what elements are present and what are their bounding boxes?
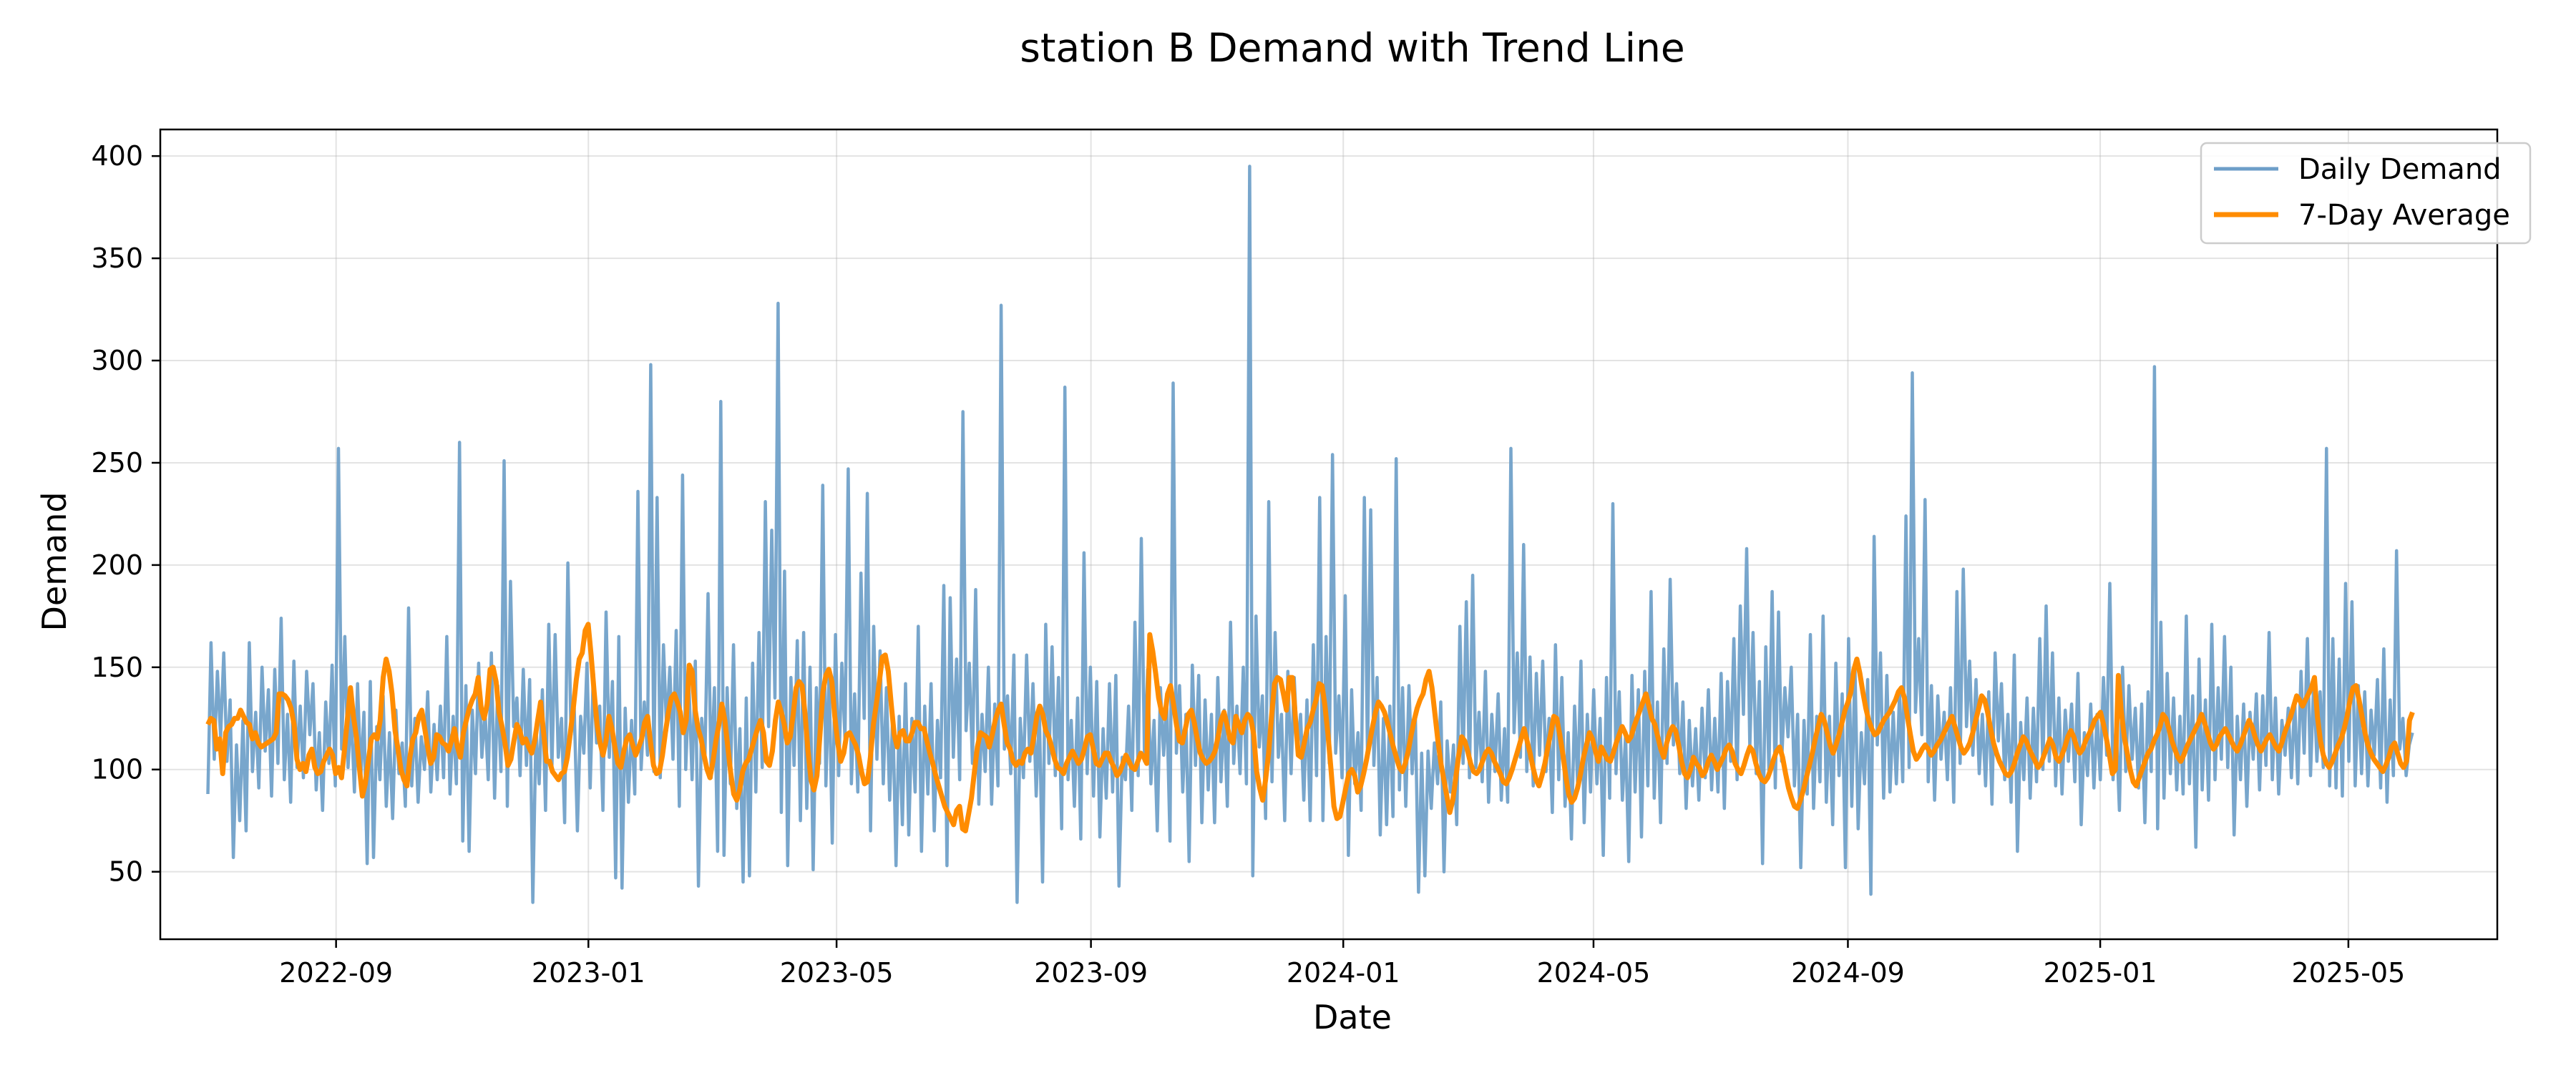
y-axis: 50 100 150 200 250 300 350 400	[91, 140, 160, 888]
y-tick-label: 150	[91, 652, 143, 683]
plot-area	[205, 165, 2415, 904]
x-tick-label: 2024-01	[1287, 957, 1400, 989]
x-tick-label: 2024-05	[1537, 957, 1651, 989]
y-tick-label: 250	[91, 447, 143, 479]
legend: Daily Demand 7-Day Average	[2200, 142, 2532, 245]
x-axis-label: Date	[1313, 998, 1392, 1037]
y-tick-label: 300	[91, 345, 143, 376]
series-line-7-day-average	[205, 622, 2415, 833]
x-tick-label: 2023-05	[780, 957, 894, 989]
legend-box	[2200, 142, 2532, 245]
legend-label-daily-demand: Daily Demand	[2298, 153, 2502, 186]
x-tick-label: 2023-09	[1034, 957, 1148, 989]
plot-frame	[159, 128, 2499, 941]
chart-title: station B Demand with Trend Line	[1020, 25, 1685, 71]
x-tick-label: 2025-05	[2292, 957, 2406, 989]
series-line-daily-demand	[206, 165, 2414, 904]
x-tick-label: 2023-01	[532, 957, 645, 989]
grid	[160, 129, 2497, 939]
y-tick-label: 350	[91, 242, 143, 274]
y-tick-label: 200	[91, 549, 143, 581]
x-tick-label: 2025-01	[2044, 957, 2157, 989]
y-tick-label: 50	[109, 856, 143, 888]
legend-label-7-day-average: 7-Day Average	[2298, 199, 2510, 232]
x-axis: 2022-09 2023-01 2023-05 2023-09 2024-01 2024-…	[279, 939, 2405, 989]
y-tick-label: 100	[91, 754, 143, 785]
x-tick-label: 2024-09	[1791, 957, 1905, 989]
y-tick-label: 400	[91, 140, 143, 172]
y-axis-label: Demand	[35, 491, 74, 631]
x-tick-label: 2022-09	[279, 957, 393, 989]
